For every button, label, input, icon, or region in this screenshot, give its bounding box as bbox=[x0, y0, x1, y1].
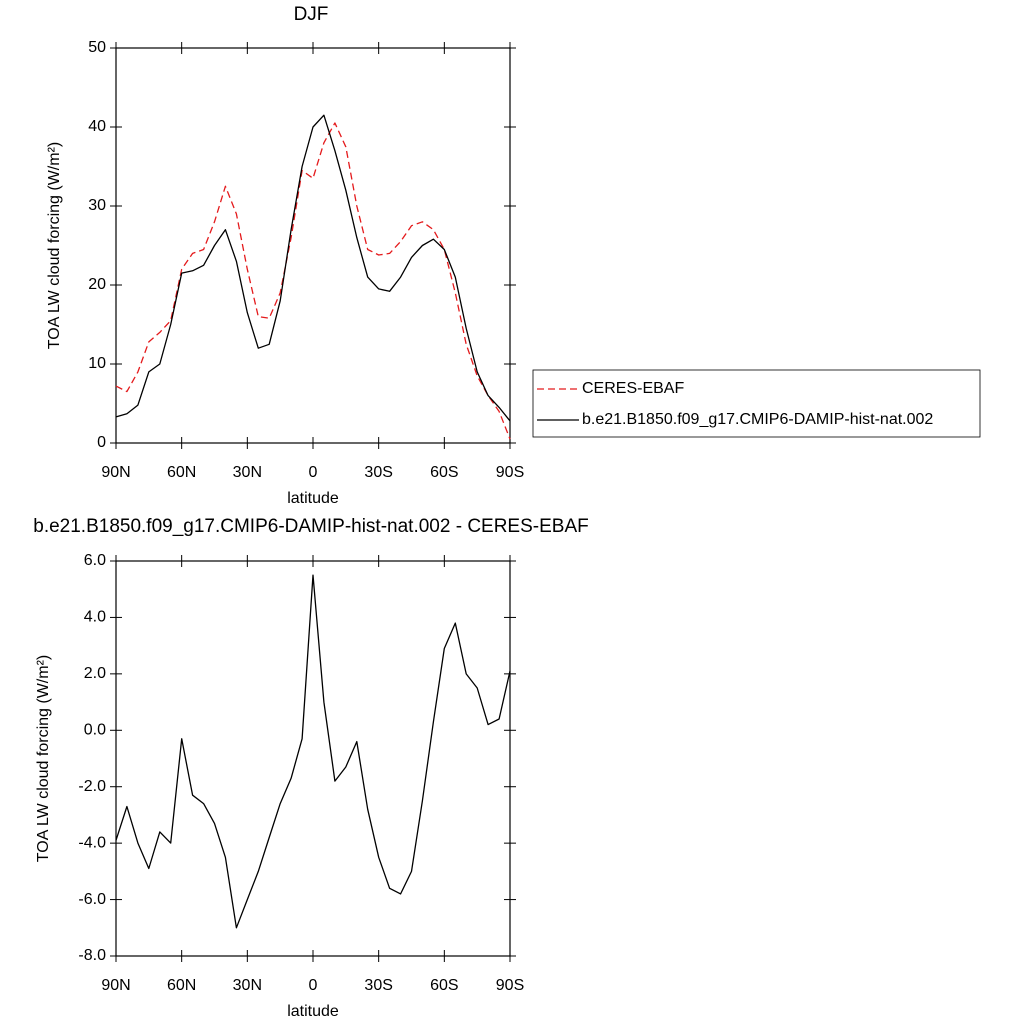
x-tick-label: 90N bbox=[101, 464, 130, 481]
y-tick-label: 4.0 bbox=[84, 609, 106, 626]
x-tick-label: 60N bbox=[167, 464, 196, 481]
y-tick-label: -4.0 bbox=[78, 834, 106, 851]
x-tick-label: 0 bbox=[309, 977, 318, 994]
x-tick-label: 60S bbox=[430, 977, 458, 994]
x-tick-label: 30N bbox=[233, 464, 262, 481]
x-tick-label: 60S bbox=[430, 464, 458, 481]
y-tick-label: -2.0 bbox=[78, 778, 106, 795]
y-tick-label: 2.0 bbox=[84, 665, 106, 682]
y-tick-label: -8.0 bbox=[78, 947, 106, 964]
data-line bbox=[115, 122, 511, 440]
x-tick-label: 60N bbox=[167, 977, 196, 994]
legend-label: CERES-EBAF bbox=[582, 380, 684, 397]
y-axis-label: TOA LW cloud forcing (W/m²) bbox=[35, 655, 52, 862]
y-tick-label: 30 bbox=[88, 197, 106, 214]
y-tick-label: 0 bbox=[97, 434, 106, 451]
y-tick-label: 20 bbox=[88, 276, 106, 293]
y-tick-label: 10 bbox=[88, 355, 106, 372]
y-tick-label: 40 bbox=[88, 118, 106, 135]
y-tick-label: -6.0 bbox=[78, 891, 106, 908]
x-tick-label: 30S bbox=[364, 464, 392, 481]
x-tick-label: 30N bbox=[233, 977, 262, 994]
x-axis-label: latitude bbox=[287, 1003, 339, 1020]
y-tick-label: 0.0 bbox=[84, 722, 106, 739]
y-tick-label: 6.0 bbox=[84, 552, 106, 569]
y-tick-label: 50 bbox=[88, 39, 106, 56]
data-line bbox=[115, 574, 511, 929]
plot-frame bbox=[115, 47, 511, 444]
y-axis-label: TOA LW cloud forcing (W/m²) bbox=[46, 142, 63, 349]
data-line bbox=[115, 114, 511, 422]
x-tick-label: 90S bbox=[496, 977, 524, 994]
legend-box bbox=[532, 369, 981, 438]
plot-frame bbox=[115, 560, 511, 957]
x-tick-label: 30S bbox=[364, 977, 392, 994]
legend-label: b.e21.B1850.f09_g17.CMIP6-DAMIP-hist-nat… bbox=[582, 411, 933, 428]
x-tick-label: 0 bbox=[309, 464, 318, 481]
chart-title: b.e21.B1850.f09_g17.CMIP6-DAMIP-hist-nat… bbox=[33, 516, 588, 537]
x-tick-label: 90N bbox=[101, 977, 130, 994]
x-axis-label: latitude bbox=[287, 490, 339, 507]
chart-title: DJF bbox=[294, 4, 329, 25]
x-tick-label: 90S bbox=[496, 464, 524, 481]
